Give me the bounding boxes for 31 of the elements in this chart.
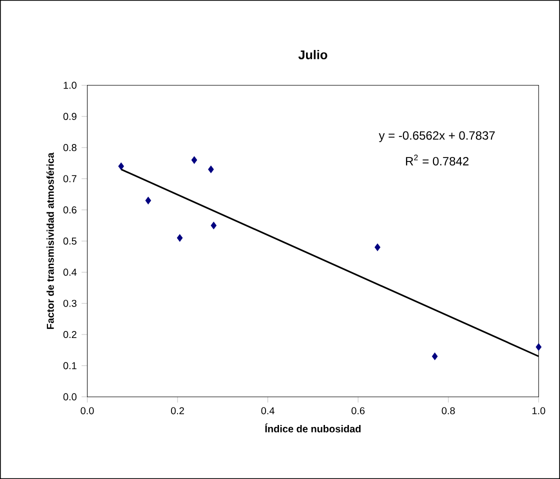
y-tick-label: 0.3 bbox=[63, 300, 76, 307]
point bbox=[432, 352, 438, 360]
x-tick-label: 0.0 bbox=[80, 407, 94, 414]
point bbox=[536, 343, 542, 351]
point bbox=[191, 156, 198, 164]
y-tick-label: 0.8 bbox=[63, 144, 76, 152]
y-tick-label: 0.1 bbox=[63, 362, 76, 370]
chart-title: Julio bbox=[298, 50, 328, 60]
y-axis-title: Factor de transmisividad atmosférica bbox=[46, 152, 54, 329]
x-tick-label: 0.8 bbox=[442, 407, 455, 414]
annotation: R$^{2}$ = 0.7842 bbox=[406, 154, 468, 166]
point bbox=[118, 162, 124, 170]
point bbox=[145, 196, 152, 204]
y-tick-label: 0.0 bbox=[63, 393, 76, 400]
annotation: y = -0.6562x + 0.7837 bbox=[378, 131, 495, 142]
x-axis-title: Índice de nubosidad bbox=[265, 423, 361, 432]
point bbox=[210, 222, 217, 230]
x-tick-label: 0.4 bbox=[261, 407, 274, 414]
y-tick-label: 0.2 bbox=[63, 330, 76, 338]
point bbox=[208, 166, 214, 174]
y-tick-label: 0.6 bbox=[63, 206, 76, 214]
point bbox=[176, 234, 183, 242]
y-tick-label: 0.9 bbox=[63, 112, 76, 120]
x-tick-label: 0.6 bbox=[352, 407, 365, 414]
y-tick-label: 0.7 bbox=[63, 175, 76, 182]
y-tick-label: 1.0 bbox=[64, 82, 76, 89]
point bbox=[374, 244, 380, 251]
y-tick-label: 0.4 bbox=[63, 268, 77, 276]
x-tick-label: 0.2 bbox=[171, 407, 184, 414]
x-tick-label: 1.0 bbox=[532, 407, 546, 414]
y-tick-label: 0.5 bbox=[63, 237, 76, 245]
